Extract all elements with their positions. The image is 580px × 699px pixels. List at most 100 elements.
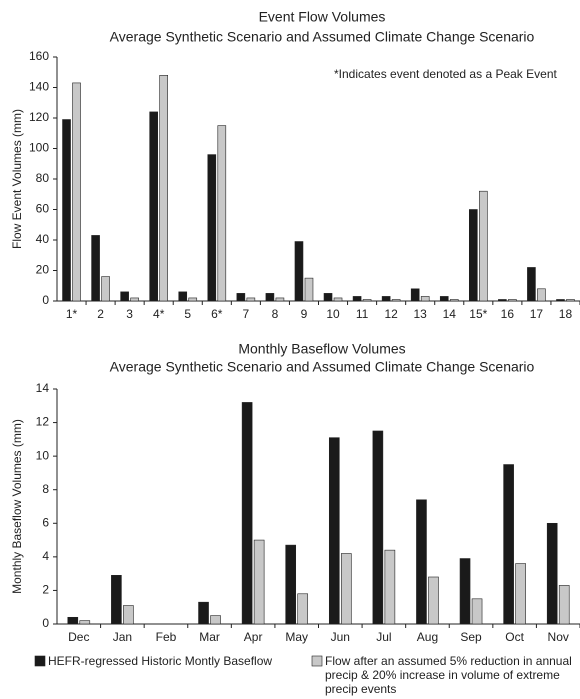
x-tick-label: 11 <box>356 307 369 321</box>
bar <box>471 598 483 625</box>
bar <box>72 82 81 302</box>
chart-subtitle: Average Synthetic Scenario and Assumed C… <box>110 359 535 375</box>
bar <box>67 616 79 625</box>
y-axis-label: Flow Event Volumes (mm) <box>10 109 24 249</box>
bar <box>556 299 565 302</box>
bar <box>210 615 221 625</box>
y-tick-label: 4 <box>42 549 49 563</box>
bar <box>111 575 122 625</box>
bar <box>508 299 517 302</box>
y-tick-label: 60 <box>36 202 50 216</box>
bar <box>469 209 478 302</box>
bar <box>410 288 420 302</box>
bar <box>546 522 558 625</box>
bar <box>515 563 526 625</box>
bar <box>62 119 71 302</box>
y-tick-label: 160 <box>29 49 49 63</box>
bar <box>123 605 134 625</box>
bar <box>246 297 256 302</box>
bar <box>304 277 314 302</box>
y-tick-label: 12 <box>36 415 50 429</box>
y-tick-label: 0 <box>42 293 49 307</box>
bar <box>241 402 253 625</box>
bar <box>558 585 570 625</box>
y-tick-label: 40 <box>36 232 50 246</box>
bar <box>459 558 471 625</box>
x-tick-label: 6* <box>211 307 223 321</box>
bar <box>323 293 333 302</box>
x-tick-label: Aug <box>417 630 438 644</box>
bar <box>391 299 401 302</box>
chart-title: Monthly Baseflow Volumes <box>238 341 405 357</box>
bar <box>328 437 340 625</box>
y-tick-label: 140 <box>29 80 49 94</box>
x-tick-label: 4* <box>153 307 165 321</box>
bar <box>566 299 575 302</box>
chart-subtitle: Average Synthetic Scenario and Assumed C… <box>110 29 535 45</box>
bar <box>503 464 514 625</box>
y-tick-label: 120 <box>29 110 49 124</box>
bar <box>297 593 309 625</box>
bar <box>79 620 91 625</box>
y-tick-label: 10 <box>36 448 50 462</box>
y-tick-label: 100 <box>29 141 49 155</box>
bar <box>149 111 158 302</box>
legend-label: Flow after an assumed 5% reduction in an… <box>325 654 572 696</box>
bar <box>188 297 198 302</box>
annotation: *Indicates event denoted as a Peak Event <box>334 67 557 81</box>
bar <box>275 297 285 302</box>
bar <box>178 291 188 302</box>
bar <box>101 276 110 302</box>
x-tick-label: 18 <box>559 307 573 321</box>
bar <box>91 235 100 302</box>
bar <box>198 601 209 625</box>
y-tick-label: 14 <box>36 381 50 395</box>
legend-swatch <box>34 655 46 667</box>
y-tick-label: 0 <box>42 616 49 630</box>
x-tick-label: 10 <box>326 307 340 321</box>
x-tick-label: Oct <box>505 630 524 644</box>
x-tick-label: 17 <box>530 307 544 321</box>
x-tick-label: 9 <box>301 307 308 321</box>
bar <box>217 125 227 302</box>
x-tick-label: 14 <box>443 307 457 321</box>
x-tick-label: 16 <box>501 307 515 321</box>
x-tick-label: Feb <box>156 630 177 644</box>
x-tick-label: 12 <box>384 307 398 321</box>
bar <box>428 576 439 625</box>
x-tick-label: Jan <box>113 630 132 644</box>
x-tick-label: 3 <box>126 307 133 321</box>
x-tick-label: Mar <box>199 630 220 644</box>
bar <box>384 549 396 625</box>
bar <box>527 267 536 302</box>
y-axis-label: Monthly Baseflow Volumes (mm) <box>10 419 24 594</box>
x-tick-label: 7 <box>243 307 250 321</box>
x-tick-label: May <box>285 630 308 644</box>
bar <box>498 299 507 302</box>
bar <box>372 430 384 625</box>
bar <box>416 499 427 625</box>
bar <box>333 297 343 302</box>
x-tick-label: 1* <box>66 307 78 321</box>
bar <box>130 297 139 302</box>
bar <box>340 553 352 625</box>
x-tick-label: 8 <box>272 307 279 321</box>
bar <box>159 75 168 302</box>
bar <box>285 544 297 625</box>
x-tick-label: Apr <box>244 630 263 644</box>
bar <box>439 296 449 302</box>
y-tick-label: 8 <box>42 482 49 496</box>
bar <box>449 299 459 302</box>
bar <box>352 296 362 302</box>
bar <box>120 291 129 302</box>
x-tick-label: 15* <box>469 307 487 321</box>
legend-entry: HEFR-regressed Historic Montly Baseflow <box>48 654 272 668</box>
bar <box>294 241 304 302</box>
bar <box>362 299 372 302</box>
y-tick-label: 2 <box>42 583 49 597</box>
x-tick-label: Sep <box>460 630 482 644</box>
x-tick-label: 13 <box>414 307 428 321</box>
chart-title: Event Flow Volumes <box>259 9 386 25</box>
x-tick-label: Dec <box>68 630 89 644</box>
